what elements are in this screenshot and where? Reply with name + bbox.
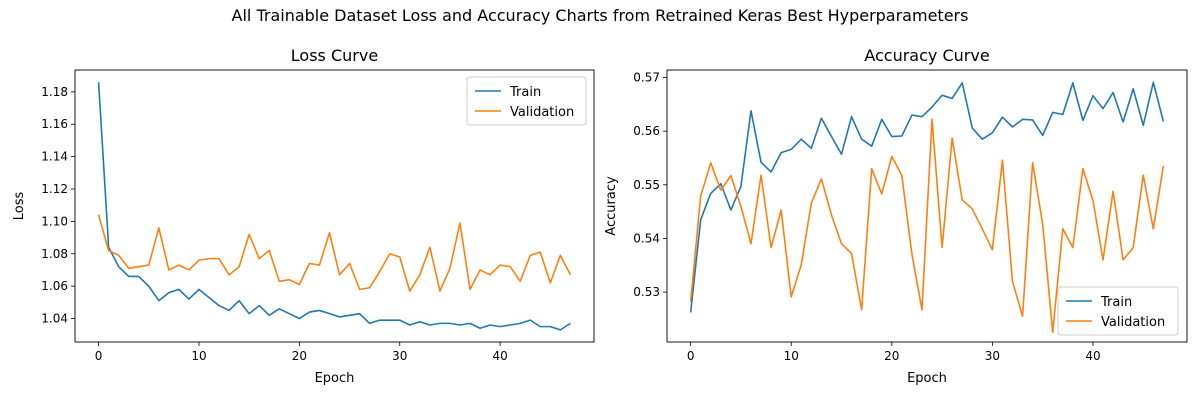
y-axis-label: Loss <box>12 192 27 221</box>
chart-title: Accuracy Curve <box>864 46 989 65</box>
y-tick-label: 0.55 <box>633 178 660 192</box>
y-tick-label: 1.08 <box>41 247 68 261</box>
y-tick-label: 1.06 <box>41 279 68 293</box>
x-tick-label: 0 <box>95 349 103 363</box>
legend-label-train: Train <box>509 85 541 100</box>
y-tick-label: 1.16 <box>41 117 68 131</box>
plot-frame <box>74 69 595 343</box>
y-tick-label: 1.14 <box>41 150 68 164</box>
x-tick-label: 10 <box>784 349 799 363</box>
series-line-validation <box>97 214 572 292</box>
series-line-train <box>689 81 1165 313</box>
legend-label-validation: Validation <box>1101 315 1165 330</box>
series-line-validation <box>689 118 1165 334</box>
y-tick-label: 1.10 <box>41 214 68 228</box>
chart-title: Loss Curve <box>291 46 378 65</box>
x-tick-label: 40 <box>492 349 507 363</box>
y-tick-label: 0.57 <box>633 71 660 85</box>
y-axis-label: Accuracy <box>604 176 619 236</box>
x-tick-label: 30 <box>392 349 407 363</box>
x-tick-label: 40 <box>1085 349 1100 363</box>
y-tick-label: 1.18 <box>41 85 68 99</box>
x-tick-label: 20 <box>292 349 307 363</box>
x-tick-label: 10 <box>191 349 206 363</box>
series-line-train <box>97 82 571 331</box>
legend-label-validation: Validation <box>510 105 574 120</box>
legend-box <box>466 76 587 126</box>
legend-box <box>1057 286 1179 336</box>
legend-label-train: Train <box>1100 295 1132 310</box>
figure-suptitle: All Trainable Dataset Loss and Accuracy … <box>231 6 969 25</box>
y-tick-label: 0.54 <box>633 231 660 245</box>
y-tick-label: 0.53 <box>633 285 660 299</box>
plot-frame <box>666 69 1188 343</box>
y-tick-label: 1.12 <box>41 182 68 196</box>
x-axis-label: Epoch <box>315 371 355 386</box>
x-tick-label: 20 <box>884 349 899 363</box>
x-tick-label: 0 <box>687 349 695 363</box>
x-axis-label: Epoch <box>907 371 947 386</box>
y-tick-label: 1.04 <box>41 312 68 326</box>
x-tick-label: 30 <box>985 349 1000 363</box>
y-tick-label: 0.56 <box>633 124 660 138</box>
